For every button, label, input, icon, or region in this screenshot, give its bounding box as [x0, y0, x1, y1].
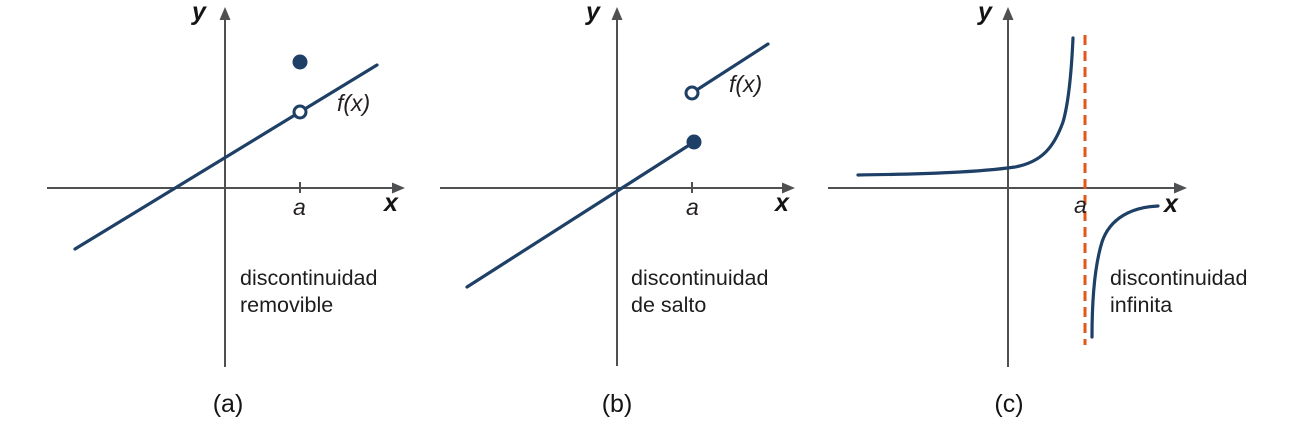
description-line1: discontinuidad	[240, 266, 378, 290]
tick-label-a: a	[686, 194, 699, 220]
panel-c: y x a discontinuidad infinita (c)	[830, 0, 1300, 424]
description-line2: removible	[240, 293, 334, 317]
y-axis-label: y	[978, 0, 992, 26]
description-line1: discontinuidad	[631, 266, 769, 290]
description-infinite: discontinuidad infinita	[1110, 265, 1247, 319]
function-label: f(x)	[337, 90, 371, 116]
tick-label-a: a	[293, 194, 306, 220]
description-line1: discontinuidad	[1110, 266, 1248, 290]
y-axis-label: y	[192, 0, 206, 26]
description-removable: discontinuidad removible	[240, 265, 377, 319]
panel-a: y x a f(x) discontinuidad removible (a)	[0, 0, 433, 424]
y-axis-label: y	[586, 0, 600, 26]
tick-label-a: a	[1074, 192, 1087, 218]
panel-caption-c: (c)	[994, 390, 1024, 418]
panel-b: y x a f(x) discontinuidad de salto (b)	[433, 0, 830, 424]
x-axis-label: x	[775, 189, 789, 217]
description-line2: infinita	[1110, 293, 1173, 317]
function-label: f(x)	[729, 71, 763, 97]
description-line2: de salto	[631, 293, 707, 317]
x-axis-label: x	[384, 189, 398, 217]
x-axis-label: x	[1164, 190, 1178, 218]
description-jump: discontinuidad de salto	[631, 265, 768, 319]
panel-caption-b: (b)	[601, 390, 633, 418]
panel-caption-a: (a)	[212, 390, 244, 418]
